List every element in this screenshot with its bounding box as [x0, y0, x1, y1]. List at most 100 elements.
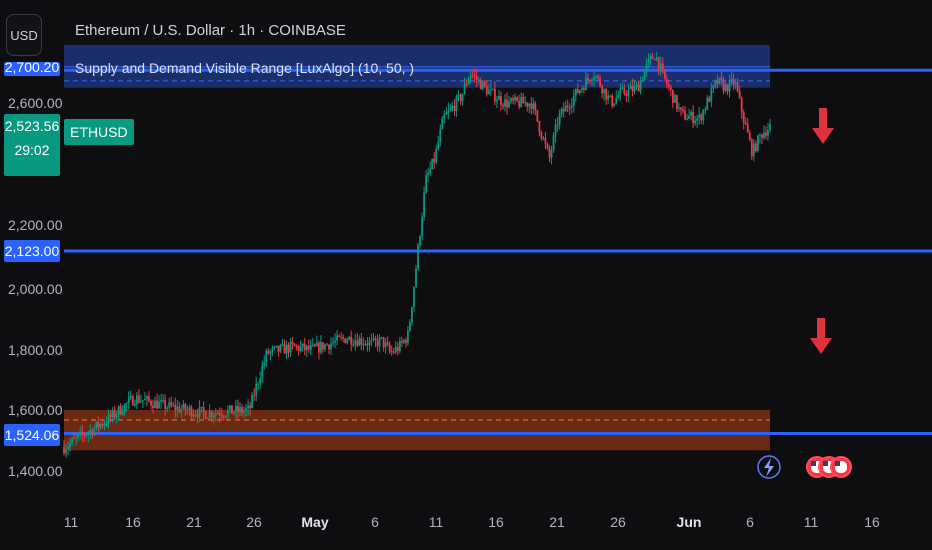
candle-body — [419, 236, 421, 245]
candle-body — [744, 122, 747, 125]
candle-body — [400, 341, 403, 343]
candle-body — [384, 342, 387, 348]
candle-body — [655, 57, 658, 60]
candle-body — [459, 94, 462, 102]
demand-zone — [64, 410, 770, 451]
candle-body — [279, 345, 282, 352]
current-price-value: 2,523.56 — [4, 118, 60, 134]
candle-body — [665, 78, 668, 85]
candle-body — [758, 134, 761, 136]
candle-body — [526, 102, 529, 107]
time-axis-label: 16 — [125, 514, 141, 530]
time-axis-label: May — [301, 514, 329, 530]
candle-body — [510, 98, 512, 102]
candle-body — [285, 344, 288, 354]
candle-body — [320, 342, 322, 353]
candle-body — [93, 427, 96, 435]
candle-body — [178, 406, 181, 413]
candle-body — [95, 421, 98, 428]
candle-body — [506, 99, 508, 108]
candle-body — [568, 107, 571, 109]
candle-body — [469, 74, 472, 79]
candle-body — [609, 95, 612, 97]
candle-body — [653, 59, 656, 61]
candle-body — [330, 343, 332, 350]
candle-body — [710, 88, 713, 102]
candle-body — [431, 158, 434, 169]
candle-body — [305, 345, 308, 351]
candle-body — [176, 406, 179, 411]
candle-body — [538, 121, 541, 133]
candle-body — [192, 414, 195, 417]
candle-body — [629, 85, 632, 90]
time-axis-label: 16 — [864, 514, 880, 530]
candle-body — [496, 99, 498, 102]
candle-body — [77, 434, 80, 438]
candle-body — [413, 287, 415, 308]
candle-body — [129, 396, 132, 399]
candle-body — [231, 405, 233, 414]
price-tag-mid: 2,123.00 — [4, 240, 60, 262]
candle-body — [218, 413, 221, 416]
candle-body — [449, 107, 452, 110]
candle-body — [111, 410, 114, 418]
candle-body — [269, 351, 272, 354]
candle-body — [311, 344, 314, 346]
candle-body — [362, 343, 365, 345]
candle-body — [748, 132, 751, 140]
time-axis-label: 11 — [428, 514, 444, 530]
candle-body — [441, 118, 444, 130]
candle-body — [582, 88, 585, 91]
candle-body — [277, 345, 280, 352]
candle-body — [81, 431, 84, 435]
candle-body — [445, 112, 448, 115]
candle-body — [115, 414, 118, 418]
candle-body — [570, 105, 573, 109]
candle-body — [574, 88, 577, 97]
candle-body — [315, 342, 318, 347]
candle-body — [388, 344, 391, 352]
candle-body — [208, 411, 211, 418]
candle-body — [504, 99, 506, 107]
candle-body — [552, 135, 555, 151]
candle-body — [734, 82, 737, 85]
candle-body — [730, 78, 733, 80]
candle-body — [566, 105, 569, 108]
candle-body — [750, 139, 753, 157]
price-axis-label: 2,200.00 — [8, 217, 63, 233]
candle-body — [91, 429, 94, 435]
candle-body — [97, 421, 100, 428]
symbol-badge: ETHUSD — [64, 119, 134, 145]
candle-body — [671, 89, 674, 103]
candle-body — [105, 423, 108, 425]
candle-body — [508, 101, 510, 108]
candle-body — [158, 401, 160, 409]
candle-body — [69, 442, 71, 447]
candle-body — [615, 97, 618, 104]
candle-body — [390, 351, 393, 353]
candle-body — [372, 338, 375, 340]
candle-body — [728, 79, 731, 92]
candle-body — [324, 344, 326, 350]
candle-body — [188, 407, 191, 410]
candle-body — [491, 88, 494, 90]
candle-body — [307, 345, 310, 350]
candle-body — [724, 84, 727, 91]
candle-body — [690, 111, 693, 116]
currency-button[interactable]: USD — [6, 14, 42, 56]
candle-body — [328, 344, 330, 350]
candle-body — [617, 95, 620, 98]
candle-body — [289, 342, 292, 353]
candle-body — [487, 90, 490, 95]
time-axis-label: 21 — [186, 514, 202, 530]
indicator-label[interactable]: Supply and Demand Visible Range [LuxAlgo… — [75, 60, 415, 76]
candle-body — [698, 114, 701, 118]
time-axis-label: 6 — [371, 514, 379, 530]
time-axis-label: Jun — [676, 514, 702, 530]
candle-body — [481, 81, 484, 90]
candle-body — [168, 402, 171, 408]
candle-body — [356, 340, 359, 346]
candle-body — [641, 79, 644, 81]
